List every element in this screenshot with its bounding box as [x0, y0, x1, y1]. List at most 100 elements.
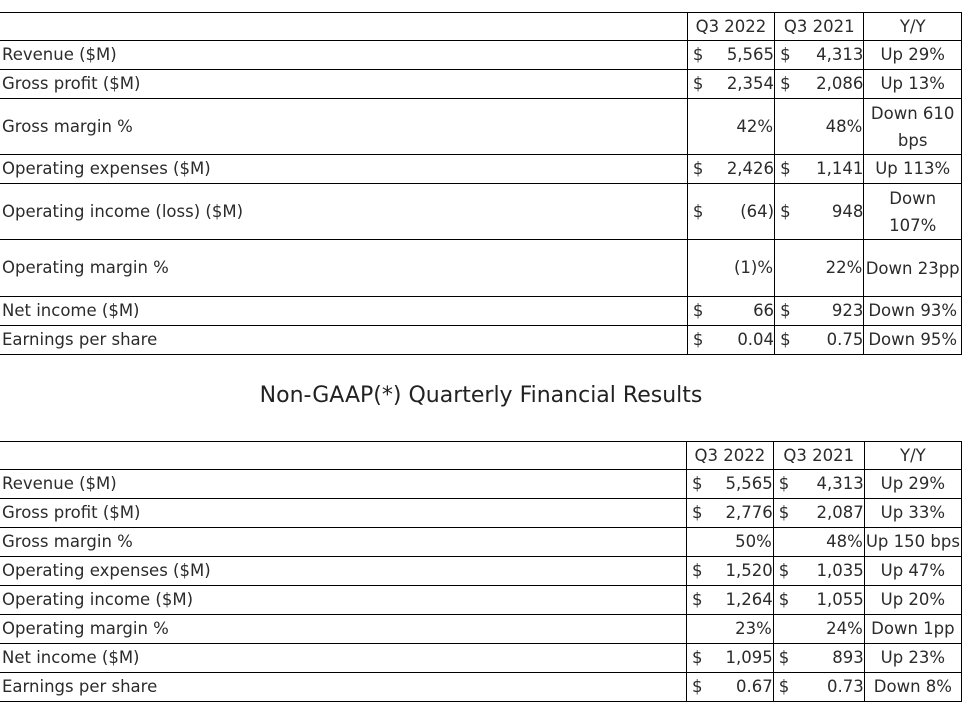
- column-header-q3-2022: Q3 2022: [686, 12, 775, 41]
- q3-2021-value: 1,141: [803, 154, 864, 184]
- row-label: Net income ($M): [0, 643, 687, 673]
- table-row: Operating margin % 23% 24% Down 1pp: [0, 614, 963, 644]
- table-row: Revenue ($M) $ 5,565 $ 4,313 Up 29%: [0, 40, 962, 70]
- q3-2022-value: 23%: [685, 614, 774, 644]
- q3-2021-value: 4,313: [803, 40, 864, 70]
- table-row: Operating expenses ($M) $ 2,426 $ 1,141 …: [0, 154, 962, 184]
- q3-2022-value: 2,426: [716, 154, 775, 184]
- yy-change: Down 8%: [863, 672, 963, 702]
- q3-2022-value: 66: [716, 296, 775, 326]
- table-row: Operating income ($M) $ 1,264 $ 1,055 Up…: [0, 585, 963, 615]
- currency-symbol: $: [685, 498, 720, 528]
- currency-symbol: $: [686, 183, 717, 240]
- q3-2022-value: 5,565: [719, 469, 774, 499]
- q3-2022-value: 5,565: [716, 40, 775, 70]
- column-header-yy: Y/Y: [863, 441, 963, 470]
- column-header-yy: Y/Y: [863, 12, 962, 41]
- currency-symbol: $: [685, 469, 720, 499]
- q3-2022-value: 2,776: [719, 498, 774, 528]
- table-row: Operating expenses ($M) $ 1,520 $ 1,035 …: [0, 556, 963, 586]
- row-label: Operating expenses ($M): [0, 154, 688, 184]
- row-label: Net income ($M): [0, 296, 688, 326]
- row-label: Operating margin %: [0, 614, 687, 644]
- currency-symbol: $: [772, 585, 807, 615]
- row-label: Earnings per share: [0, 672, 687, 702]
- yy-change: Down 93%: [863, 296, 962, 326]
- yy-change: Up 113%: [863, 154, 962, 184]
- yy-change: Up 29%: [863, 40, 962, 70]
- yy-change: Down 1pp: [863, 614, 963, 644]
- table-row: Gross profit ($M) $ 2,354 $ 2,086 Up 13%: [0, 69, 962, 99]
- nongaap-results-table: Q3 2022 Q3 2021 Y/Y Revenue ($M) $ 5,565…: [0, 441, 963, 702]
- table-row: Earnings per share $ 0.04 $ 0.75 Down 95…: [0, 325, 962, 355]
- table-row: Gross profit ($M) $ 2,776 $ 2,087 Up 33%: [0, 498, 963, 528]
- currency-symbol: $: [772, 556, 807, 586]
- q3-2022-value: (1)%: [686, 239, 775, 297]
- row-label: Gross profit ($M): [0, 498, 687, 528]
- currency-symbol: $: [686, 296, 717, 326]
- q3-2022-value: 1,095: [719, 643, 774, 673]
- table-row: Operating margin % (1)% 22% Down 23pp: [0, 239, 962, 297]
- row-label: Revenue ($M): [0, 40, 688, 70]
- q3-2021-value: 2,086: [803, 69, 864, 99]
- q3-2021-value: 0.75: [803, 325, 864, 355]
- column-header-q3-2021: Q3 2021: [772, 441, 865, 470]
- row-label: Gross margin %: [0, 527, 687, 557]
- row-label: Operating income ($M): [0, 585, 687, 615]
- currency-symbol: $: [774, 40, 804, 70]
- q3-2021-value: 0.73: [806, 672, 865, 702]
- yy-change: Up 33%: [863, 498, 963, 528]
- row-label: Operating expenses ($M): [0, 556, 687, 586]
- q3-2022-value: 42%: [686, 98, 775, 155]
- table-row: Gross margin % 50% 48% Up 150 bps: [0, 527, 963, 557]
- currency-symbol: $: [774, 296, 804, 326]
- gaap-results-table: Q3 2022 Q3 2021 Y/Y Revenue ($M) $ 5,565…: [0, 12, 962, 355]
- currency-symbol: $: [772, 469, 807, 499]
- table-row: Net income ($M) $ 66 $ 923 Down 93%: [0, 296, 962, 326]
- table-row: Gross margin % 42% 48% Down 610 bps: [0, 98, 962, 155]
- yy-change: Up 23%: [863, 643, 963, 673]
- row-label: Revenue ($M): [0, 469, 687, 499]
- currency-symbol: $: [685, 585, 720, 615]
- row-label: Operating margin %: [0, 239, 688, 297]
- table-row: Revenue ($M) $ 5,565 $ 4,313 Up 29%: [0, 469, 963, 499]
- currency-symbol: $: [774, 325, 804, 355]
- q3-2022-value: (64): [716, 183, 775, 240]
- currency-symbol: $: [772, 643, 807, 673]
- table-header-row: Q3 2022 Q3 2021 Y/Y: [0, 12, 962, 41]
- q3-2021-value: 893: [806, 643, 865, 673]
- row-label: Gross profit ($M): [0, 69, 688, 99]
- table-row: Earnings per share $ 0.67 $ 0.73 Down 8%: [0, 672, 963, 702]
- q3-2021-value: 48%: [772, 527, 865, 557]
- row-label: Operating income (loss) ($M): [0, 183, 688, 240]
- q3-2022-value: 50%: [685, 527, 774, 557]
- currency-symbol: $: [685, 672, 720, 702]
- currency-symbol: $: [686, 154, 717, 184]
- yy-change: Up 20%: [863, 585, 963, 615]
- yy-change: Down 23pp: [863, 239, 962, 297]
- yy-change: Up 47%: [863, 556, 963, 586]
- q3-2021-value: 923: [803, 296, 864, 326]
- q3-2021-value: 2,087: [806, 498, 865, 528]
- q3-2022-value: 2,354: [716, 69, 775, 99]
- q3-2021-value: 948: [803, 183, 864, 240]
- yy-change: Up 29%: [863, 469, 963, 499]
- q3-2021-value: 48%: [774, 98, 864, 155]
- q3-2021-value: 1,035: [806, 556, 865, 586]
- currency-symbol: $: [685, 643, 720, 673]
- row-label: Gross margin %: [0, 98, 688, 155]
- currency-symbol: $: [685, 556, 720, 586]
- currency-symbol: $: [774, 154, 804, 184]
- currency-symbol: $: [774, 69, 804, 99]
- table-row: Net income ($M) $ 1,095 $ 893 Up 23%: [0, 643, 963, 673]
- table-header-row: Q3 2022 Q3 2021 Y/Y: [0, 441, 963, 470]
- q3-2022-value: 0.67: [719, 672, 774, 702]
- q3-2021-value: 1,055: [806, 585, 865, 615]
- row-label: Earnings per share: [0, 325, 688, 355]
- currency-symbol: $: [772, 498, 807, 528]
- q3-2022-value: 0.04: [716, 325, 775, 355]
- currency-symbol: $: [686, 69, 717, 99]
- q3-2022-value: 1,264: [719, 585, 774, 615]
- header-blank: [0, 441, 687, 470]
- yy-change: Down 107%: [863, 183, 962, 240]
